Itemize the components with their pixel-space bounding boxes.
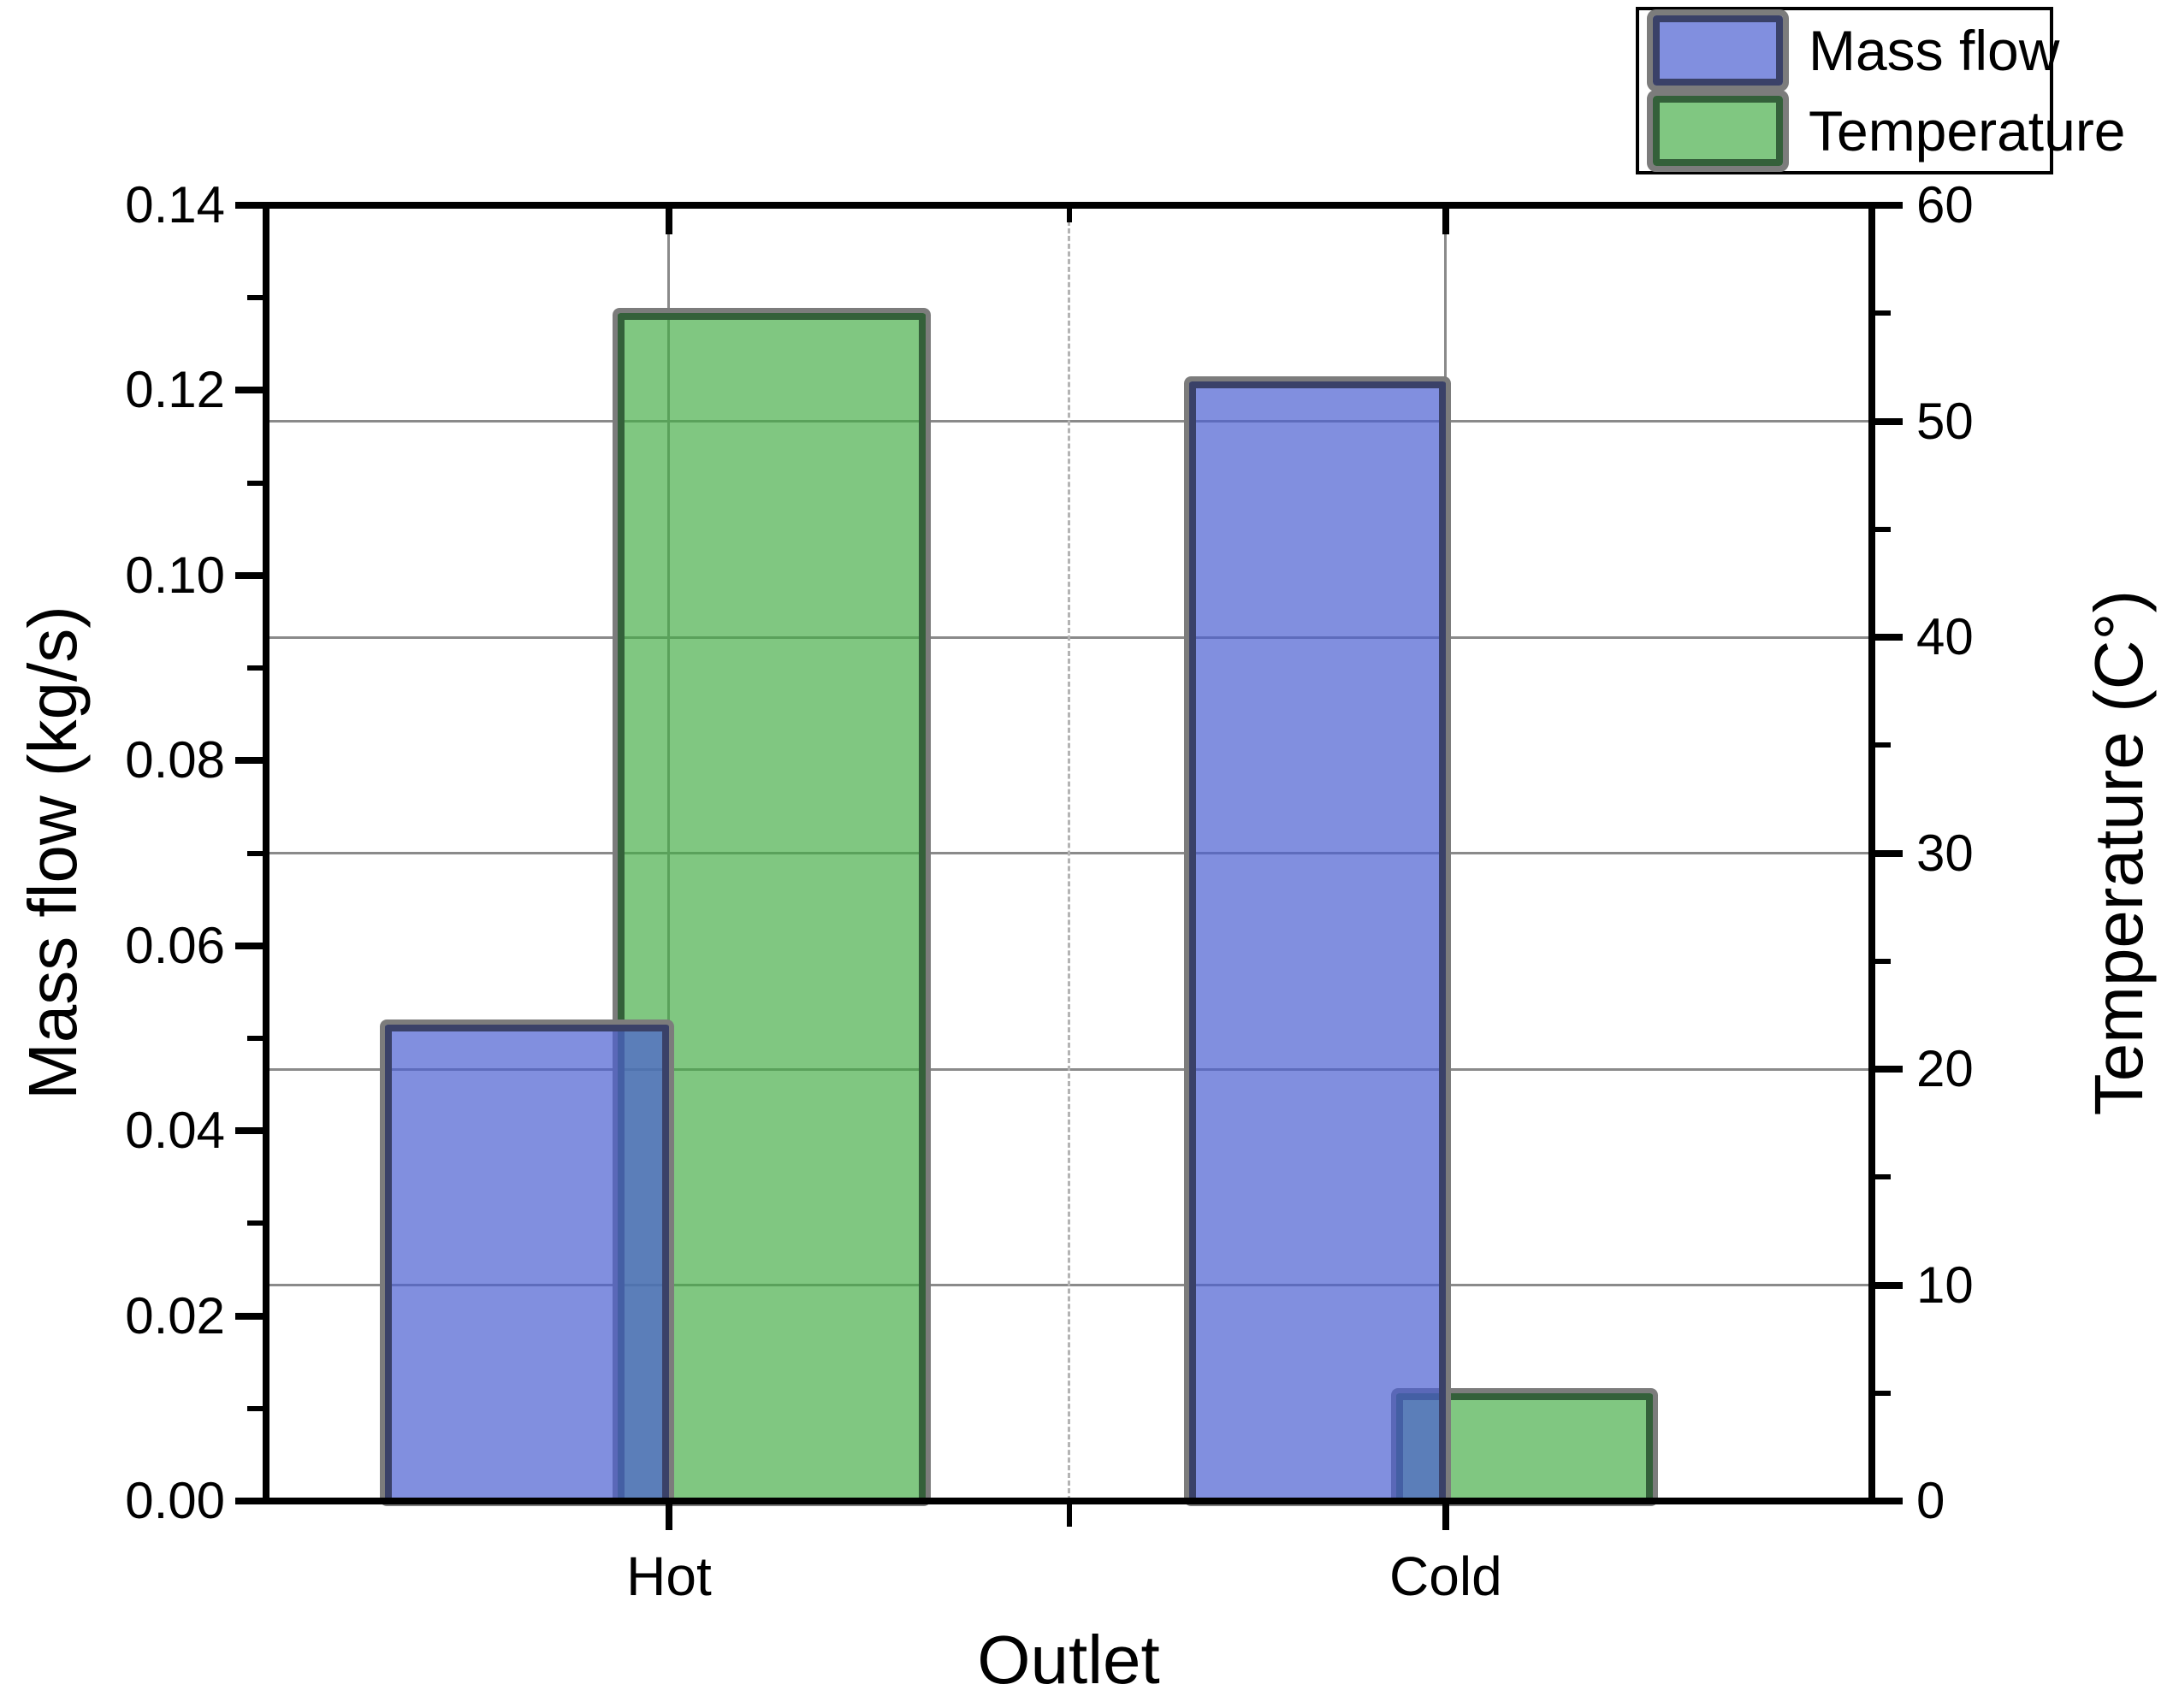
- right-axis-tick-label: 30: [1916, 824, 1974, 882]
- left-axis-major-tick: [235, 202, 263, 209]
- right-axis-tick-label: 60: [1916, 176, 1974, 233]
- left-y-axis-title: Mass flow (kg/s): [15, 606, 91, 1100]
- left-axis-major-tick: [235, 571, 263, 579]
- top-axis-category-tick: [665, 209, 672, 234]
- mass-flow-swatch: [1653, 15, 1783, 86]
- left-axis-minor-tick: [247, 665, 263, 671]
- legend-label-temperature: Temperature: [1809, 99, 2126, 163]
- bar-mass-flow-cold: [1188, 381, 1446, 1501]
- vertical-gridline-cold: [1444, 205, 1448, 1501]
- left-axis-minor-tick: [247, 295, 263, 301]
- right-axis-tick-label: 50: [1916, 392, 1974, 450]
- right-axis-minor-tick: [1875, 526, 1891, 532]
- bottom-axis-category-tick: [665, 1504, 672, 1530]
- left-axis-major-tick: [235, 942, 263, 949]
- x-axis-title: Outlet: [977, 1622, 1160, 1698]
- left-axis-major-tick: [235, 1127, 263, 1135]
- left-axis-tick-label: 0.02: [125, 1286, 225, 1345]
- left-axis-tick-label: 0.00: [125, 1472, 225, 1529]
- right-axis-major-tick: [1875, 634, 1903, 641]
- right-axis-tick-label: 0: [1916, 1472, 1945, 1529]
- right-axis-major-tick: [1875, 1498, 1903, 1504]
- top-axis-category-tick: [1442, 209, 1449, 234]
- left-axis-major-tick: [235, 757, 263, 765]
- left-axis-major-tick: [235, 387, 263, 394]
- left-axis-major-tick: [235, 1498, 263, 1504]
- bar-temperature-hot: [617, 313, 926, 1501]
- right-axis-major-tick: [1875, 202, 1903, 209]
- right-y-axis-title: Temperature (C°): [2081, 589, 2157, 1116]
- left-axis-tick-label: 0.10: [125, 546, 225, 604]
- right-axis-major-tick: [1875, 417, 1903, 425]
- right-axis-minor-tick: [1875, 1390, 1891, 1396]
- x-category-label-hot: Hot: [626, 1545, 712, 1607]
- left-axis-minor-tick: [247, 1220, 263, 1226]
- right-axis-spine: [1868, 202, 1875, 1504]
- right-axis-major-tick: [1875, 1281, 1903, 1289]
- left-axis-minor-tick: [247, 480, 263, 486]
- bottom-axis-spine: [263, 1498, 1875, 1504]
- left-axis-spine: [263, 202, 269, 1504]
- right-axis-tick-label: 40: [1916, 608, 1974, 665]
- left-axis-tick-label: 0.12: [125, 361, 225, 419]
- right-axis-major-tick: [1875, 849, 1903, 857]
- left-axis-tick-label: 0.14: [125, 176, 225, 233]
- legend-row-temperature: Temperature: [1639, 91, 2126, 171]
- temperature-swatch: [1653, 96, 1783, 166]
- legend-row-mass-flow: Mass flow: [1639, 10, 2059, 91]
- vertical-dashed-divider: [1068, 205, 1070, 1501]
- left-axis-tick-label: 0.04: [125, 1102, 225, 1160]
- left-axis-tick-label: 0.06: [125, 916, 225, 974]
- top-axis-spine: [263, 202, 1875, 209]
- left-axis-minor-tick: [247, 1035, 263, 1041]
- left-axis-minor-tick: [247, 1405, 263, 1411]
- plot-area: 0.00 0.02 0.04 0.06 0.08 0.10 0.12 0.14 0 10 20 30 4…: [125, 176, 1974, 1607]
- right-axis-minor-tick: [1875, 1174, 1891, 1180]
- bottom-axis-category-tick: [1442, 1504, 1449, 1530]
- bar-mass-flow-hot: [384, 1024, 669, 1501]
- right-axis-major-tick: [1875, 1066, 1903, 1073]
- left-axis-major-tick: [235, 1312, 263, 1320]
- right-axis-minor-tick: [1875, 742, 1891, 748]
- left-axis-tick-label: 0.08: [125, 731, 225, 789]
- top-axis-center-minor-tick: [1066, 209, 1072, 222]
- legend-label-mass-flow: Mass flow: [1809, 19, 2060, 82]
- legend: Mass flow Temperature: [1636, 7, 2126, 174]
- right-axis-minor-tick: [1875, 310, 1891, 316]
- bottom-axis-center-minor-tick: [1066, 1504, 1072, 1527]
- x-category-label-cold: Cold: [1389, 1545, 1502, 1607]
- right-axis-tick-label: 20: [1916, 1040, 1974, 1097]
- left-axis-minor-tick: [247, 850, 263, 856]
- right-axis-tick-label: 10: [1916, 1256, 1974, 1314]
- right-axis-minor-tick: [1875, 958, 1891, 964]
